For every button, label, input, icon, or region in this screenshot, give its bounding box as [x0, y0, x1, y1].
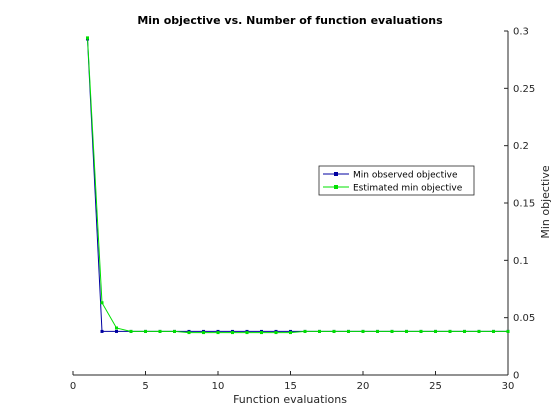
- legend-box: [318, 165, 475, 196]
- data-point: [376, 329, 379, 333]
- y-tick-label: 0.15: [513, 199, 535, 210]
- data-point: [289, 331, 292, 335]
- axes-background: [73, 31, 508, 375]
- data-point: [100, 301, 104, 305]
- data-point: [463, 329, 466, 333]
- data-point: [274, 331, 278, 335]
- data-point: [448, 329, 452, 333]
- data-point: [129, 329, 133, 333]
- x-axis-label: Function evaluations: [233, 393, 347, 406]
- data-point: [347, 329, 350, 333]
- plot-area: 0 5 10 15 20 25 30 0 0.05 0.1 0.15 0.2 0.25 0.3: [70, 27, 535, 393]
- chart-title: Min objective vs. Number of function eva…: [137, 14, 443, 27]
- data-point: [187, 331, 191, 335]
- data-point: [86, 36, 89, 40]
- x-tick-label: 30: [502, 381, 515, 392]
- data-point: [260, 331, 263, 335]
- x-tick-label: 15: [284, 381, 297, 392]
- x-tick-label: 0: [70, 381, 76, 392]
- data-point: [303, 329, 307, 333]
- y-ticks: 0 0.05 0.1 0.15 0.2 0.25 0.3: [504, 27, 535, 382]
- data-point: [390, 329, 394, 333]
- data-point: [245, 331, 249, 335]
- y-tick-label: 0.25: [513, 84, 535, 95]
- legend-label-estimated-min: Estimated min objective: [353, 184, 463, 194]
- y-tick-label: 0.05: [513, 313, 535, 324]
- y-tick-label: 0: [513, 371, 519, 382]
- series-line-estimated-min-objective: [87, 37, 508, 334]
- x-tick-label: 5: [142, 381, 148, 392]
- data-point: [216, 331, 220, 335]
- y-axis-label: Min objective: [539, 165, 552, 238]
- legend-label-min-observed: Min observed objective: [353, 171, 458, 181]
- data-point: [492, 329, 495, 333]
- data-point: [419, 329, 423, 333]
- legend: Min observed objective Estimated min obj…: [318, 165, 475, 196]
- data-point: [318, 329, 321, 333]
- data-point: [202, 331, 205, 335]
- legend-marker-min-observed: [334, 172, 338, 176]
- data-point: [477, 329, 481, 333]
- legend-marker-estimated-min: [334, 185, 338, 189]
- data-point: [434, 329, 437, 333]
- data-point: [405, 329, 408, 333]
- data-point: [506, 329, 510, 333]
- y-tick-label: 0.1: [513, 256, 529, 267]
- y-tick-label: 0.2: [513, 141, 529, 152]
- x-tick-label: 25: [429, 381, 442, 392]
- data-point: [173, 329, 176, 333]
- x-tick-label: 10: [212, 381, 225, 392]
- x-tick-label: 20: [357, 381, 370, 392]
- series-estimated-min-objective: [86, 36, 510, 335]
- data-point: [115, 329, 118, 333]
- data-point: [231, 331, 234, 335]
- y-tick-label: 0.3: [513, 27, 529, 38]
- data-point: [158, 329, 162, 333]
- data-point: [115, 326, 118, 330]
- series-layer: [86, 36, 510, 335]
- data-point: [361, 329, 365, 333]
- x-ticks: 0 5 10 15 20 25 30: [70, 371, 515, 392]
- data-point: [100, 329, 104, 333]
- data-point: [332, 329, 336, 333]
- data-point: [144, 329, 147, 333]
